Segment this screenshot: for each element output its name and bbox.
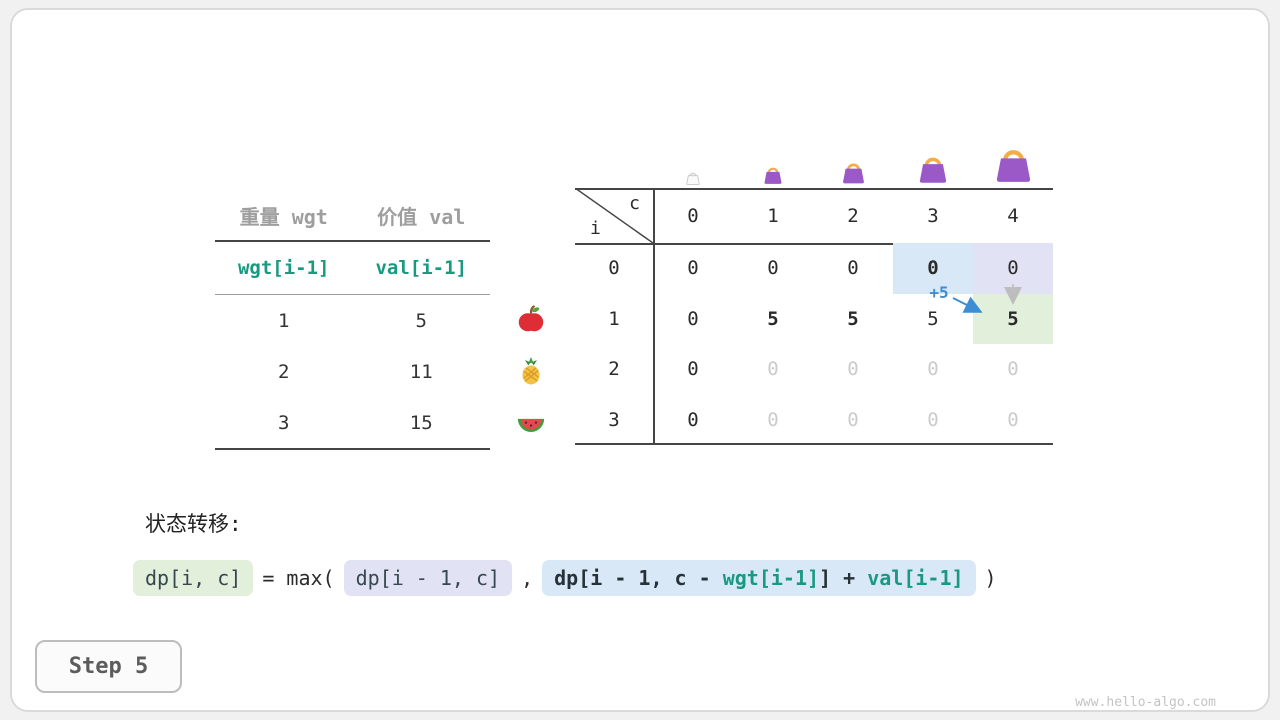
- formula-wgt-ref: wgt[i-1]: [722, 566, 820, 590]
- formula-dp-current: dp[i, c]: [133, 560, 254, 596]
- dp-row-header: 0: [608, 257, 620, 280]
- value-column-header: 价值 val: [377, 204, 466, 229]
- bag-icon-capacity-0: [685, 170, 701, 186]
- item-value: 15: [409, 411, 433, 434]
- apple-icon: [516, 304, 546, 334]
- formula-text: ,: [521, 566, 534, 590]
- divider: [215, 294, 490, 295]
- formula-text: ] +: [819, 566, 868, 590]
- state-transition-formula: dp[i, c] = max( dp[i - 1, c] , dp[i - 1,…: [133, 560, 997, 596]
- item-value: 5: [415, 309, 427, 332]
- dp-cell: 0: [687, 257, 699, 280]
- bag-icon-capacity-1: [762, 164, 784, 186]
- weights-formula-row: wgt[i-1] val[i-1]: [215, 242, 490, 294]
- dp-cell: 0: [927, 408, 939, 431]
- watermelon-icon: [516, 407, 546, 437]
- dp-cell: 0: [1007, 358, 1019, 381]
- dp-row: 0 0 0 0 0 0: [575, 243, 1053, 294]
- formula-val-ref: val[i-1]: [867, 566, 964, 590]
- weights-table: 重量 wgt 价值 val wgt[i-1] val[i-1] 1 5 2 11…: [215, 190, 490, 450]
- divider: [215, 240, 490, 242]
- dp-cell: 0: [847, 358, 859, 381]
- dp-cell: 0: [687, 358, 699, 381]
- divider: [215, 448, 490, 450]
- weight-value: 3: [278, 411, 290, 434]
- dp-cell: 0: [847, 408, 859, 431]
- weight-value: 2: [278, 360, 290, 383]
- dp-table-body: 0 0 0 0 0 0 1 0 5 5 5 5 2 0 0 0 0 0: [575, 243, 1053, 445]
- dp-col-header: 2: [847, 204, 859, 227]
- dp-cell: 0: [687, 307, 699, 330]
- dp-cell: 0: [767, 257, 779, 280]
- dp-cell: 0: [767, 358, 779, 381]
- weight-value: 1: [278, 309, 290, 332]
- dp-cell: 0: [767, 408, 779, 431]
- plus-five-annotation: +5: [929, 283, 949, 302]
- bag-icon-capacity-4: [992, 143, 1035, 186]
- dp-col-header: 3: [927, 204, 939, 227]
- dp-cell: 0: [927, 358, 939, 381]
- step-indicator: Step 5: [35, 640, 182, 693]
- val-formula-cell: val[i-1]: [375, 257, 467, 279]
- dp-cell: 5: [847, 307, 859, 330]
- weights-table-header: 重量 wgt 价值 val: [215, 190, 490, 240]
- dp-col-headers: 0 1 2 3 4: [653, 188, 1053, 243]
- divider: [575, 443, 1053, 445]
- formula-text: = max(: [262, 566, 335, 590]
- col-var-label: c: [629, 193, 640, 214]
- dp-row-header: 2: [608, 358, 620, 381]
- dp-cell: 0: [687, 408, 699, 431]
- divider: [653, 188, 655, 445]
- bag-icon-capacity-2: [840, 159, 867, 186]
- dp-row: 1 0 5 5 5 5: [575, 293, 1053, 344]
- dp-corner-cell: c i: [575, 188, 653, 243]
- formula-text: dp[i - 1, c -: [554, 566, 723, 590]
- dp-row-header: 3: [608, 408, 620, 431]
- divider: [575, 243, 1053, 245]
- formula-dp-take: dp[i - 1, c - wgt[i-1]] + val[i-1]: [542, 560, 976, 596]
- dp-cell-take-source: 0: [893, 243, 973, 294]
- dp-cell-result: 5: [973, 293, 1053, 344]
- divider: [575, 188, 1053, 190]
- dp-col-header: 0: [687, 204, 699, 227]
- dp-cell: 0: [847, 257, 859, 280]
- weights-table-row: 1 5: [215, 295, 490, 346]
- dp-row: 3 0 0 0 0 0: [575, 395, 1053, 446]
- bag-icon-capacity-3: [916, 152, 950, 186]
- item-value: 11: [409, 360, 433, 383]
- row-var-label: i: [590, 218, 601, 239]
- pineapple-icon: [516, 356, 546, 386]
- formula-text: ): [984, 566, 997, 590]
- weights-table-row: 3 15: [215, 397, 490, 448]
- weights-table-row: 2 11: [215, 346, 490, 397]
- dp-cell: 5: [927, 307, 939, 330]
- weight-column-header: 重量 wgt: [239, 204, 328, 229]
- wgt-formula-cell: wgt[i-1]: [237, 257, 330, 279]
- dp-cell-skip-source: 0: [973, 243, 1053, 294]
- formula-dp-skip: dp[i - 1, c]: [343, 560, 513, 596]
- site-watermark: www.hello-algo.com: [1075, 695, 1216, 710]
- dp-cell: 5: [767, 307, 779, 330]
- dp-row-header: 1: [608, 307, 620, 330]
- dp-col-header: 1: [767, 204, 779, 227]
- dp-table: c i 0 1 2 3 4 0 0 0 0 0 0 1 0 5 5: [575, 188, 1053, 445]
- dp-col-header: 4: [1007, 204, 1019, 227]
- state-transition-label: 状态转移:: [145, 512, 242, 536]
- dp-cell: 0: [1007, 408, 1019, 431]
- dp-row: 2 0 0 0 0 0: [575, 344, 1053, 395]
